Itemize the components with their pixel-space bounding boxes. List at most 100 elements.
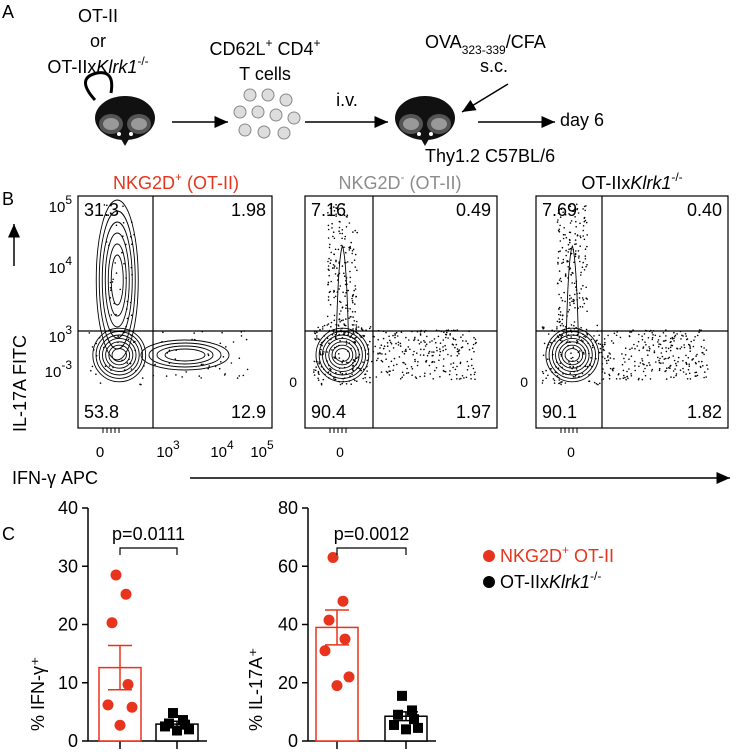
text: CD4 <box>273 39 314 59</box>
event-dot <box>443 370 446 373</box>
event-dot <box>313 374 316 376</box>
event-dot <box>388 350 391 352</box>
event-dot <box>334 295 337 298</box>
event-dot <box>662 332 665 334</box>
event-dot <box>458 349 461 351</box>
text: 10 <box>49 199 66 216</box>
event-dot <box>438 359 440 362</box>
event-dot <box>568 248 570 251</box>
sup: -3 <box>61 358 72 372</box>
event-dot <box>399 378 402 380</box>
event-dot <box>582 235 584 237</box>
event-dot <box>669 364 672 367</box>
event-dot <box>320 383 323 386</box>
event-dot <box>607 334 609 337</box>
event-dot <box>603 338 606 340</box>
event-dot <box>330 259 332 262</box>
event-dot <box>593 335 595 337</box>
event-dot <box>333 314 336 317</box>
event-dot <box>679 369 682 372</box>
event-dot <box>328 246 331 249</box>
event-dot <box>634 360 636 363</box>
event-dot <box>423 340 425 342</box>
event-dot <box>337 248 340 251</box>
event-dot <box>339 383 342 386</box>
event-dot <box>356 380 358 383</box>
event-dot <box>562 237 565 240</box>
event-dot <box>558 318 561 320</box>
plot-frame <box>77 195 273 429</box>
event-dot <box>579 222 581 225</box>
event-dot <box>348 249 351 251</box>
event-dot <box>362 361 364 364</box>
tick-label: 105 <box>49 193 73 216</box>
event-dot <box>561 314 564 317</box>
event-dot <box>364 377 367 379</box>
event-dot <box>642 363 644 365</box>
event-dot <box>334 273 337 275</box>
event-dot <box>653 350 656 352</box>
event-dot <box>317 379 320 382</box>
event-dot <box>356 269 358 272</box>
y-tick-label: 20 <box>58 615 78 635</box>
event-dot <box>458 352 460 355</box>
event-dot <box>652 344 655 347</box>
event-dot <box>567 243 570 246</box>
bar-chart: 0 20 40 60 80 % IL-17A⁺ p=0.0012 <box>246 498 436 751</box>
event-dot <box>673 335 676 338</box>
event-dot <box>342 319 344 321</box>
event-dot <box>354 337 356 340</box>
event-dot <box>585 328 588 331</box>
event-dot <box>586 310 588 313</box>
event-dot <box>406 367 408 370</box>
event-dot <box>569 372 572 375</box>
event-dot <box>682 371 685 373</box>
event-dot <box>654 334 657 337</box>
route: i.v. <box>336 90 358 110</box>
event-dot <box>388 374 391 376</box>
quadrant-value: 53.8 <box>84 402 119 422</box>
event-dot <box>450 355 452 357</box>
contour <box>331 344 354 366</box>
event-dot <box>198 375 201 377</box>
event-dot <box>475 341 477 344</box>
event-dot <box>637 378 640 381</box>
tick-label: 103 <box>49 323 73 346</box>
event-dot <box>414 360 416 363</box>
event-dot <box>557 212 560 215</box>
event-dot <box>353 259 356 262</box>
event-dot <box>428 350 431 353</box>
event-dot <box>591 346 594 349</box>
event-dot <box>360 369 363 372</box>
event-dot <box>331 222 333 225</box>
event-dot <box>673 340 675 342</box>
event-dot <box>586 245 588 248</box>
event-dot <box>624 361 626 363</box>
y-axis-label: % IL-17A⁺ <box>246 647 266 731</box>
event-dot <box>558 279 561 281</box>
event-dot <box>349 276 352 279</box>
event-dot <box>563 291 565 294</box>
event-dot <box>609 357 612 359</box>
text: (OT-II) <box>405 173 462 193</box>
event-dot <box>574 243 576 246</box>
event-dot <box>651 368 654 371</box>
event-dot <box>106 204 108 207</box>
event-dot <box>330 321 333 324</box>
event-dot <box>319 351 322 353</box>
event-dot <box>624 347 627 350</box>
event-dot <box>564 326 567 328</box>
event-dot <box>353 324 355 326</box>
event-dot <box>573 282 576 285</box>
event-dot <box>345 307 347 310</box>
event-dot <box>342 291 344 294</box>
event-dot <box>563 227 565 229</box>
event-dot <box>422 354 425 356</box>
event-dot <box>340 319 343 322</box>
event-dot <box>608 377 611 380</box>
event-dot <box>336 207 338 210</box>
gene: Klrk1 <box>630 173 671 193</box>
event-dot <box>467 342 469 345</box>
quadrant-value: 90.4 <box>311 402 346 422</box>
event-dot <box>329 243 331 246</box>
